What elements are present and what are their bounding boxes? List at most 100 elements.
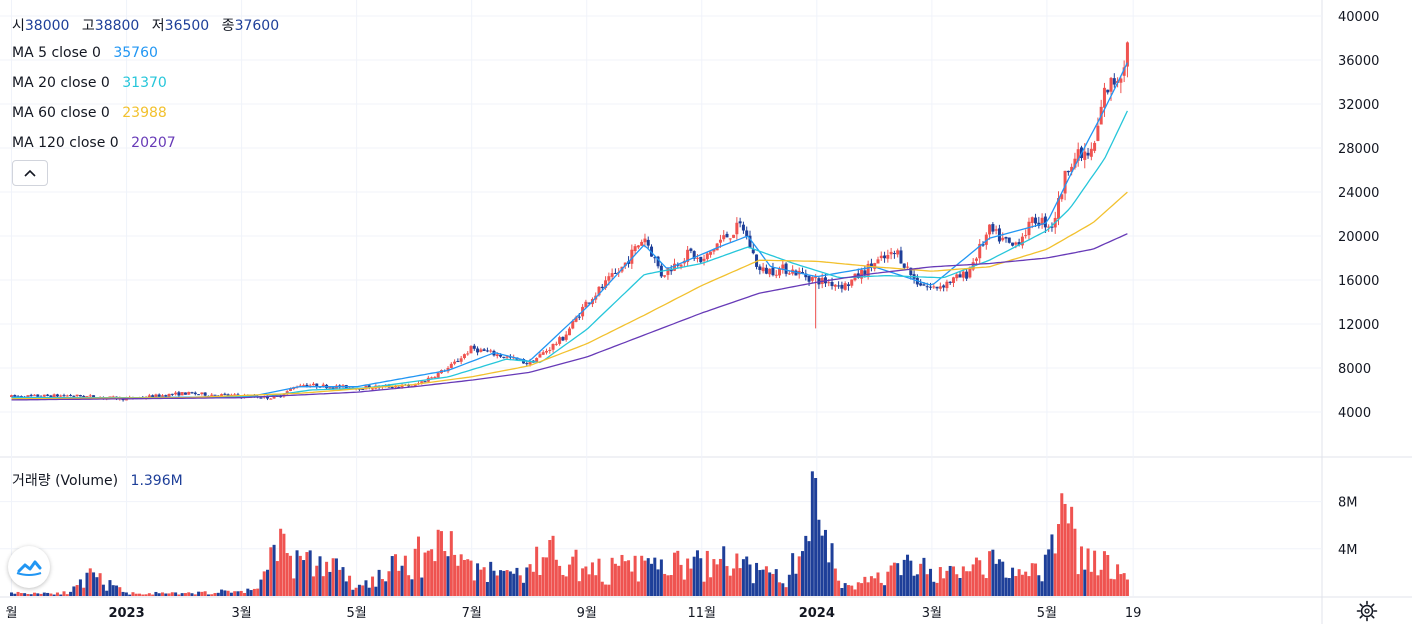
candle-body xyxy=(459,358,463,362)
volume-bar xyxy=(236,591,240,596)
candle-body xyxy=(640,241,644,246)
price-tick-label: 4000 xyxy=(1338,406,1371,421)
volume-bar xyxy=(338,569,342,596)
volume-bar xyxy=(170,592,174,596)
candle-body xyxy=(945,281,949,289)
ma-line-ma60 xyxy=(11,191,1128,400)
volume-bar xyxy=(613,563,617,596)
candle-body xyxy=(695,257,699,259)
volume-bar xyxy=(837,580,841,596)
volume-bar xyxy=(190,593,194,596)
volume-tick-label: 4M xyxy=(1338,543,1358,558)
candle-body xyxy=(784,263,788,274)
volume-bar xyxy=(62,591,66,596)
volume-bar xyxy=(554,559,558,596)
volume-bar xyxy=(180,593,184,596)
volume-bar xyxy=(49,593,53,596)
ma120-legend[interactable]: MA 120 close 0 20207 xyxy=(12,135,176,151)
volume-bar xyxy=(981,574,985,596)
tradingview-logo[interactable] xyxy=(8,546,50,588)
volume-bar xyxy=(456,565,460,596)
time-tick-label: 5월 xyxy=(347,606,367,621)
volume-bar xyxy=(249,590,253,596)
volume-bar xyxy=(302,560,306,596)
collapse-legend-button[interactable] xyxy=(12,160,48,186)
volume-bar xyxy=(823,529,827,596)
candle-body xyxy=(328,387,332,389)
volume-bar xyxy=(128,594,132,596)
settings-gear-icon[interactable] xyxy=(1356,600,1378,622)
volume-bar xyxy=(636,581,640,596)
candle-body xyxy=(656,256,660,267)
volume-bar xyxy=(1001,561,1005,596)
ma5-legend[interactable]: MA 5 close 0 35760 xyxy=(12,45,158,61)
candle-body xyxy=(935,286,939,289)
volume-bar xyxy=(919,563,923,596)
volume-bar xyxy=(101,584,105,596)
candle-body xyxy=(180,392,184,396)
volume-bar xyxy=(627,560,631,596)
volume-bar xyxy=(646,558,650,596)
volume-bar xyxy=(1079,546,1083,596)
candle-body xyxy=(725,233,729,238)
volume-bar xyxy=(46,592,50,596)
volume-bar xyxy=(902,559,906,596)
candle-body xyxy=(233,394,237,396)
volume-bar xyxy=(715,564,719,596)
ma60-legend[interactable]: MA 60 close 0 23988 xyxy=(12,105,167,121)
candle-body xyxy=(1024,235,1028,237)
candle-body xyxy=(951,277,955,283)
volume-bar xyxy=(374,586,378,596)
candle-body xyxy=(679,264,683,267)
volume-bar xyxy=(430,549,434,596)
volume-bar xyxy=(978,560,982,596)
volume-bar xyxy=(604,584,608,596)
volume-bar xyxy=(607,584,611,596)
volume-bar xyxy=(141,594,145,596)
volume-bar xyxy=(499,570,503,596)
candle-body xyxy=(699,256,703,263)
candle-body xyxy=(728,238,732,240)
candle-body xyxy=(55,394,59,397)
candle-body xyxy=(1034,217,1038,224)
volume-bar xyxy=(377,569,381,596)
candle-body xyxy=(279,396,283,398)
candle-body xyxy=(489,350,493,352)
candle-body xyxy=(610,273,614,277)
candle-body xyxy=(164,395,168,397)
candle-body xyxy=(846,284,850,286)
candle-body xyxy=(748,235,752,249)
volume-bar xyxy=(200,591,204,596)
ma20-legend[interactable]: MA 20 close 0 31370 xyxy=(12,75,167,91)
volume-bar xyxy=(925,574,929,596)
volume-bar xyxy=(108,580,112,596)
volume-legend[interactable]: 거래량 (Volume) 1.396M xyxy=(12,470,183,490)
volume-bar xyxy=(315,565,319,596)
volume-bar xyxy=(354,587,358,596)
volume-bar xyxy=(600,581,604,596)
volume-bar xyxy=(292,578,296,596)
volume-bar xyxy=(873,578,877,596)
candle-body xyxy=(1096,125,1100,141)
candle-body xyxy=(833,284,837,287)
volume-bar xyxy=(252,588,256,596)
volume-bar xyxy=(951,566,955,596)
volume-bar xyxy=(906,554,910,596)
volume-bar xyxy=(121,591,125,596)
candle-body xyxy=(223,393,227,395)
ma5-label: MA 5 close 0 xyxy=(12,45,101,61)
candle-body xyxy=(1076,149,1080,161)
candle-body xyxy=(1122,67,1126,76)
candle-body xyxy=(955,274,959,279)
candle-body xyxy=(801,271,805,274)
volume-bar xyxy=(403,555,407,596)
candle-body xyxy=(1073,158,1077,168)
volume-bar xyxy=(318,556,322,596)
candle-body xyxy=(764,267,768,274)
candle-body xyxy=(430,377,434,379)
candle-body xyxy=(469,346,473,354)
volume-bar xyxy=(410,579,414,596)
candle-body xyxy=(453,361,457,364)
candle-body xyxy=(420,381,424,384)
